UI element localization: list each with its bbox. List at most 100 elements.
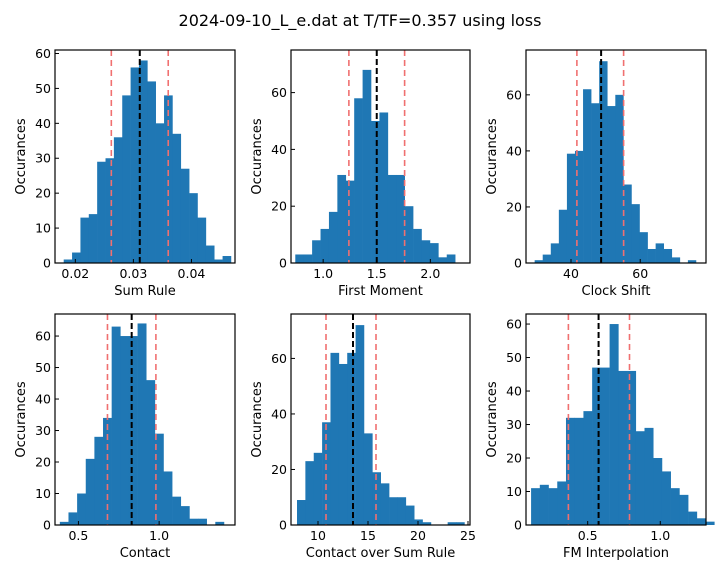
histogram-bar bbox=[591, 103, 600, 263]
x-axis-label: Sum Rule bbox=[114, 284, 176, 299]
y-tick-label: 30 bbox=[35, 151, 51, 166]
histogram-bar bbox=[94, 436, 104, 525]
histogram-bar bbox=[88, 214, 98, 263]
y-tick-label: 10 bbox=[35, 221, 51, 236]
histogram-bar bbox=[663, 248, 673, 263]
histogram-bar bbox=[180, 168, 190, 263]
y-axis-label: Occurances bbox=[14, 381, 29, 457]
histogram-bar bbox=[389, 497, 398, 525]
x-tick-label: 10 bbox=[310, 528, 326, 543]
histogram-bar bbox=[180, 506, 190, 525]
axes-frame bbox=[54, 49, 236, 264]
histogram-bar bbox=[387, 174, 397, 263]
y-tick-label: 20 bbox=[506, 199, 522, 214]
histogram-bar bbox=[623, 184, 632, 263]
histogram-bar bbox=[137, 323, 147, 525]
histogram-bar bbox=[688, 511, 698, 525]
histogram-bar bbox=[172, 496, 182, 525]
histogram-bar bbox=[557, 481, 567, 525]
histogram-bar bbox=[534, 260, 544, 263]
histogram-bar bbox=[198, 518, 207, 525]
x-tick-label: 0.5 bbox=[578, 528, 598, 543]
x-tick-label: 0.02 bbox=[61, 266, 89, 281]
histogram-bar bbox=[312, 240, 321, 263]
histogram-bar bbox=[205, 245, 215, 263]
x-tick-label: 40 bbox=[563, 266, 579, 281]
histogram-bar bbox=[627, 370, 637, 525]
axes-frame bbox=[525, 313, 707, 526]
x-tick-label: 25 bbox=[460, 528, 476, 543]
x-tick-label: 1.0 bbox=[650, 528, 670, 543]
histogram-bar bbox=[338, 363, 348, 525]
histogram-bar bbox=[618, 370, 628, 525]
histogram-bar bbox=[696, 518, 706, 525]
histogram-bar bbox=[189, 518, 199, 525]
y-tick-label: 60 bbox=[35, 329, 51, 344]
histogram-bar bbox=[661, 471, 671, 525]
y-axis-label: Occurances bbox=[250, 118, 265, 194]
histogram-bar bbox=[397, 497, 407, 525]
axes-frame bbox=[525, 49, 707, 264]
y-tick-label: 0 bbox=[43, 518, 51, 533]
histogram-bar bbox=[347, 352, 356, 525]
histogram-bar bbox=[380, 483, 390, 525]
y-axis-label: Occurances bbox=[485, 381, 500, 457]
y-tick-label: 20 bbox=[35, 186, 51, 201]
histogram-bar bbox=[631, 204, 640, 263]
y-axis-label: Occurances bbox=[14, 118, 29, 194]
x-tick-label: 1.0 bbox=[149, 528, 169, 543]
histogram-bar bbox=[671, 257, 681, 263]
histogram-bar bbox=[550, 243, 560, 263]
histogram-bar bbox=[155, 123, 165, 263]
y-tick-label: 20 bbox=[506, 451, 522, 466]
histogram-bar bbox=[138, 60, 148, 264]
histogram-bar bbox=[609, 324, 619, 525]
y-tick-label: 40 bbox=[35, 392, 51, 407]
histogram-bar bbox=[542, 254, 552, 263]
histogram-bar bbox=[215, 521, 225, 525]
y-tick-label: 20 bbox=[271, 199, 287, 214]
y-tick-label: 50 bbox=[35, 81, 51, 96]
histogram-bar bbox=[320, 228, 330, 263]
histogram-panel-6: 0.5 1.0 0 10 20 30 40 50 60 FM Interpolation Occur… bbox=[485, 313, 715, 561]
histogram-bar bbox=[405, 505, 415, 525]
histogram-bar bbox=[97, 161, 106, 263]
histogram-bar bbox=[635, 431, 645, 525]
x-tick-label: 2.0 bbox=[420, 266, 440, 281]
histogram-bar bbox=[655, 243, 664, 263]
y-tick-label: 60 bbox=[271, 85, 287, 100]
histogram-bar bbox=[371, 121, 380, 263]
histogram-bar bbox=[128, 336, 138, 525]
histogram-bar bbox=[705, 521, 715, 525]
x-tick-label: 60 bbox=[632, 266, 648, 281]
histogram-bar bbox=[111, 326, 121, 525]
histogram-bar bbox=[687, 260, 697, 263]
y-tick-label: 40 bbox=[35, 116, 51, 131]
y-tick-label: 50 bbox=[35, 360, 51, 375]
histogram-bar bbox=[163, 471, 173, 525]
histogram-bar bbox=[147, 81, 156, 263]
histogram-bar bbox=[539, 484, 549, 525]
histogram-bar bbox=[337, 174, 347, 263]
histogram-bar bbox=[639, 232, 648, 263]
histogram-bar bbox=[548, 488, 558, 525]
histogram-bar bbox=[189, 193, 198, 263]
histogram-bar bbox=[362, 69, 372, 263]
y-tick-label: 0 bbox=[514, 518, 522, 533]
histogram-bar bbox=[566, 153, 576, 263]
x-tick-label: 0.5 bbox=[68, 528, 88, 543]
histogram-bar bbox=[85, 458, 95, 525]
histogram-bar bbox=[164, 95, 173, 264]
histogram-bar bbox=[599, 61, 608, 263]
y-axis-label: Occurances bbox=[485, 118, 500, 194]
histogram-bar bbox=[600, 367, 610, 525]
histogram-bar bbox=[615, 94, 624, 263]
x-axis-label: Contact over Sum Rule bbox=[306, 546, 455, 561]
histogram-panel-4: 0.5 1.0 0 10 20 30 40 50 60 Contact Occurances bbox=[14, 313, 236, 561]
histogram-bar bbox=[172, 133, 182, 263]
x-tick-label: 0.03 bbox=[119, 266, 147, 281]
x-axis-label: FM Interpolation bbox=[563, 546, 669, 561]
histogram-bar bbox=[59, 521, 69, 525]
histogram-bar bbox=[446, 254, 456, 263]
